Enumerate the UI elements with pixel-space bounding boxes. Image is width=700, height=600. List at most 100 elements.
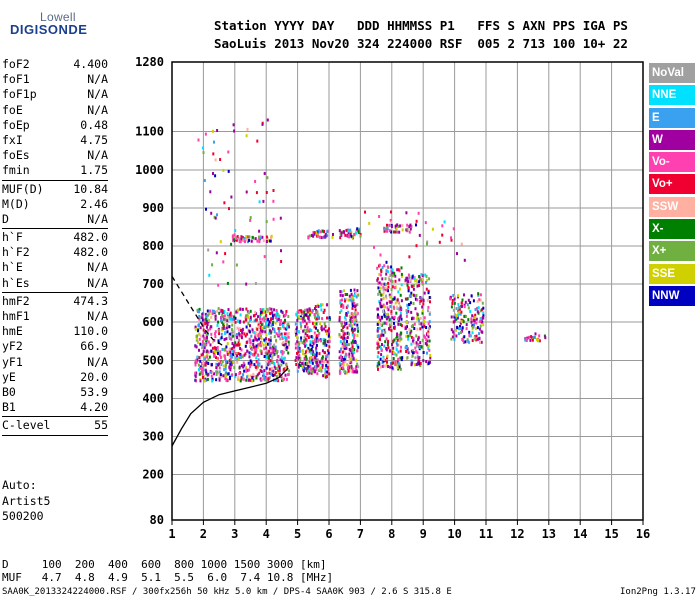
echo-point [351,347,354,351]
echo-point [376,364,379,368]
echo-point [395,335,398,339]
echo-point [312,367,315,371]
echo-point [418,284,421,287]
echo-point [243,363,246,367]
echo-point [273,330,276,334]
echo-point [306,348,309,352]
echo-point [212,172,214,175]
echo-point [298,341,301,345]
echo-point [350,357,353,361]
echo-point [298,311,301,315]
echo-point [343,341,345,345]
echo-point [266,319,268,323]
echo-point [215,378,218,382]
echo-point [248,362,251,366]
echo-point [344,316,347,320]
echo-point [319,304,322,308]
echo-point [224,377,227,381]
echo-point [390,329,393,333]
param-row-muf-d-: MUF(D) 10.84 [2,182,108,197]
echo-point [255,365,258,369]
echo-point [431,227,434,231]
echo-point [274,349,277,353]
echo-point [286,345,288,349]
echo-point [317,230,320,234]
echo-point [415,350,418,354]
echo-point [384,283,387,286]
echo-point [343,344,346,348]
echo-point [310,371,313,375]
echo-point [249,345,252,348]
echo-point [377,361,380,365]
echo-point [428,296,431,299]
echo-point [209,327,212,331]
echo-point [211,312,214,316]
echo-point [405,228,408,232]
echo-point [349,316,352,320]
echo-point [259,308,262,311]
echo-point [421,309,424,313]
echo-point [468,330,471,334]
echo-point [338,315,341,319]
echo-point [240,348,243,352]
echo-point [414,346,417,350]
echo-point [298,359,301,362]
echo-point [301,316,303,320]
echo-point [404,278,407,282]
echo-point [241,307,244,311]
echo-point [276,355,279,359]
echo-point [309,364,312,368]
echo-point [394,230,397,234]
echo-point [216,309,219,313]
echo-point [287,351,290,355]
echo-point [390,300,393,304]
echo-point [419,278,422,282]
echo-point [286,339,288,343]
echo-point [232,353,234,357]
echo-point [406,229,409,233]
echo-point [328,327,330,331]
echo-point [211,263,214,267]
echo-point [256,239,259,243]
echo-point [326,360,329,364]
file-info: SAA0K_2013324224000.RSF / 300fx256h 50 k… [2,587,452,597]
echo-point [311,361,314,365]
echo-point [404,297,407,301]
echo-point [285,310,288,313]
echo-point [416,313,419,317]
echo-point [196,334,199,338]
echo-point [427,305,430,309]
echo-point [269,239,271,243]
echo-point [340,335,343,339]
echo-point [305,355,307,359]
echo-point [266,308,269,311]
echo-point [240,364,243,368]
echo-point [257,343,260,347]
echo-point [350,324,353,328]
echo-point [296,318,299,322]
echo-point [258,363,261,367]
echo-point [321,229,324,233]
echo-point [354,231,357,235]
echo-point [296,362,299,366]
echo-point [226,330,229,334]
x-tick-label: 5 [294,527,301,541]
echo-point [207,350,210,354]
echo-point [345,371,348,375]
echo-point [281,336,284,340]
echo-point [395,337,397,340]
echo-point [385,322,388,325]
echo-point [346,331,349,335]
echo-point [254,336,257,340]
echo-point [219,158,222,161]
echo-point [393,230,395,234]
echo-point [416,284,419,288]
echo-point [270,346,273,350]
echo-point [397,268,400,272]
echo-point [282,350,285,354]
echo-point [425,343,428,347]
echo-point [395,353,398,357]
y-tick-label: 800 [142,239,164,253]
echo-point [213,354,216,358]
echo-point [199,359,202,363]
